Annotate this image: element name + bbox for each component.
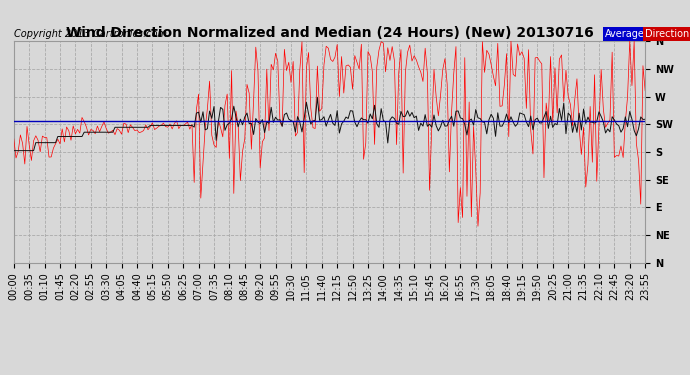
Text: Average: Average [605,29,645,39]
Title: Wind Direction Normalized and Median (24 Hours) (New) 20130716: Wind Direction Normalized and Median (24… [66,26,593,40]
Text: Copyright 2013 Cartronics.com: Copyright 2013 Cartronics.com [14,29,168,39]
Text: Direction: Direction [645,29,689,39]
